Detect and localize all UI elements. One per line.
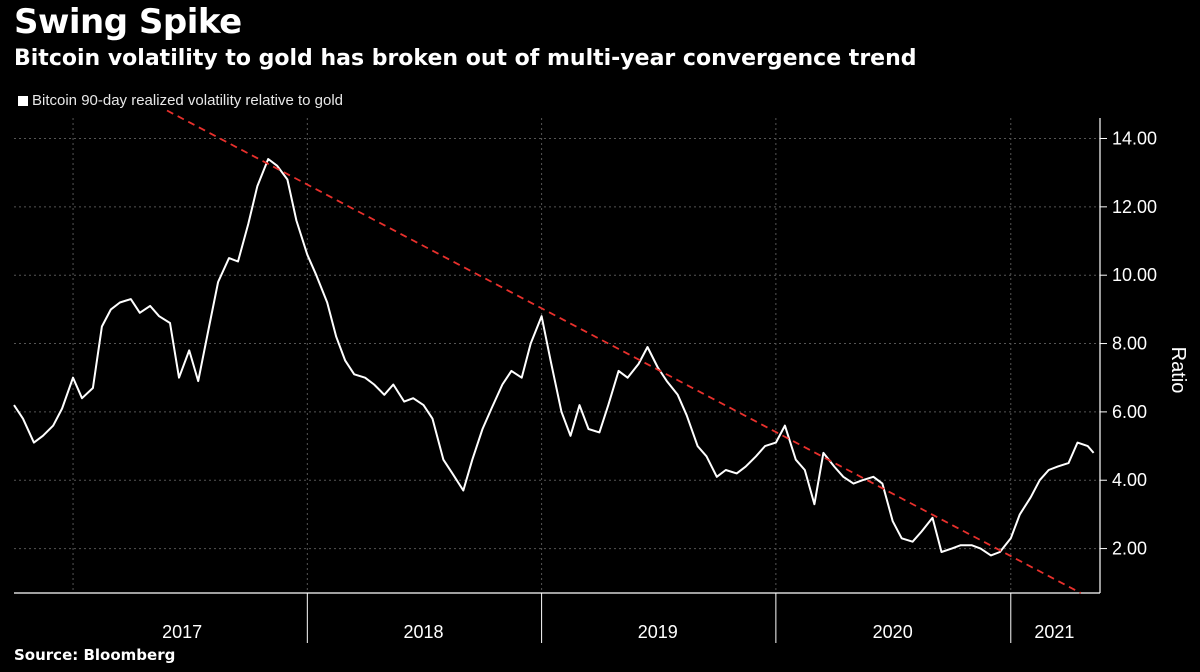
chart-title: Swing Spike	[14, 2, 242, 42]
x-tick-label: 2018	[403, 622, 443, 642]
grid	[14, 118, 1100, 593]
series-layer	[13, 109, 1095, 594]
axes: 2.00 4.00 6.00 8.00 10.00 12.00 14.00 2017 2018 2…	[14, 118, 1157, 643]
x-tick-label: 2020	[873, 622, 913, 642]
y-tick-label: 14.00	[1112, 129, 1157, 149]
y-tick-label: 8.00	[1112, 334, 1147, 354]
y-tick-label: 6.00	[1112, 402, 1147, 422]
legend: Bitcoin 90-day realized volatility relat…	[18, 92, 343, 109]
x-tick-label: 2017	[162, 622, 202, 642]
trend-line	[166, 109, 1082, 594]
series-line-bitcoin-volatility	[13, 158, 1095, 557]
x-tick-label: 2019	[638, 622, 678, 642]
y-tick-label: 10.00	[1112, 265, 1157, 285]
y-tick-label: 4.00	[1112, 470, 1147, 490]
legend-swatch	[18, 95, 28, 106]
legend-label: Bitcoin 90-day realized volatility relat…	[32, 92, 343, 109]
chart-subtitle: Bitcoin volatility to gold has broken ou…	[14, 46, 917, 71]
y-axis-label: Ratio	[1167, 347, 1189, 394]
source-note: Source: Bloomberg	[14, 646, 176, 664]
x-tick-label: 2021	[1034, 622, 1074, 642]
y-tick-label: 2.00	[1112, 539, 1147, 559]
y-tick-label: 12.00	[1112, 197, 1157, 217]
